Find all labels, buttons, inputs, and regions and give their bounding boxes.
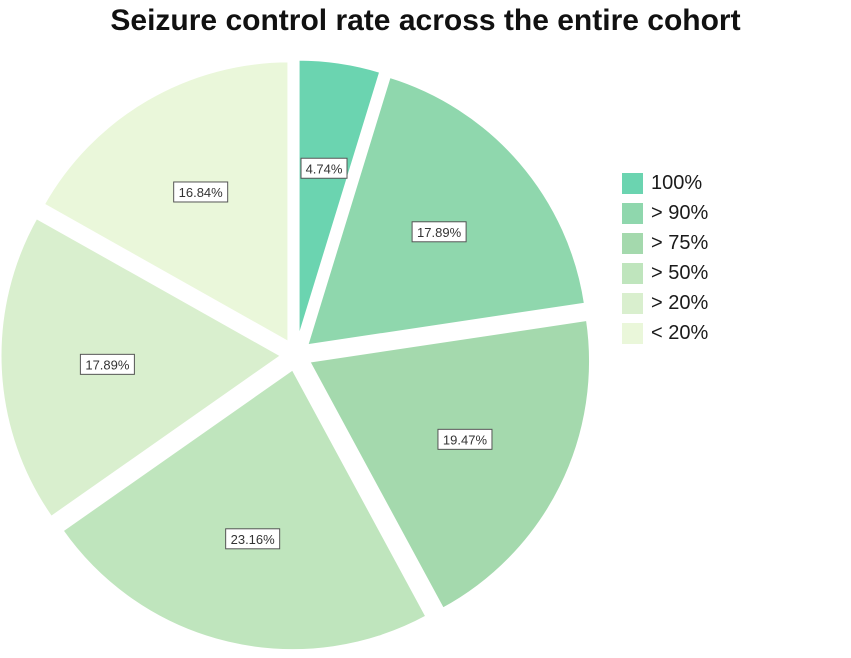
legend-label: > 90% (651, 201, 709, 224)
legend-item: > 20% (622, 288, 708, 318)
slice-label-box (173, 181, 229, 203)
slice-label-box (300, 157, 348, 179)
slice-label-text: 23.16% (231, 532, 276, 547)
legend-item: > 90% (622, 198, 708, 228)
slice-label-text: 17.89% (417, 225, 462, 240)
legend-item: 100% (622, 168, 708, 198)
pie-slice-5 (0, 215, 285, 520)
pie-slice-6 (41, 59, 291, 346)
slice-label-text: 16.84% (179, 185, 224, 200)
slice-label-text: 4.74% (306, 161, 343, 176)
legend-label: > 75% (651, 231, 709, 254)
slice-label-text: 17.89% (85, 357, 130, 372)
slice-label-box (225, 528, 281, 550)
legend-label: > 50% (651, 261, 709, 284)
slice-label-box (411, 221, 467, 243)
slice-data-label: 4.74% (300, 157, 348, 179)
legend-swatch (622, 322, 643, 344)
legend-swatch (622, 292, 643, 314)
legend-swatch (622, 262, 643, 284)
slice-data-label: 17.89% (411, 221, 467, 243)
legend: 100% > 90% > 75% > 50% > 20% < 20% (622, 168, 708, 348)
legend-swatch (622, 232, 643, 254)
legend-label: 100% (651, 171, 703, 194)
legend-label: > 20% (651, 291, 709, 314)
slice-data-label: 16.84% (173, 181, 229, 203)
chart-title: Seizure control rate across the entire c… (110, 4, 741, 37)
pie-slice-2 (304, 74, 588, 348)
slice-data-label: 19.47% (437, 428, 493, 450)
pie-slice-4 (59, 366, 430, 653)
legend-label: < 20% (651, 321, 709, 344)
slice-label-box (437, 428, 493, 450)
legend-item: < 20% (622, 318, 708, 348)
slice-label-text: 19.47% (443, 432, 488, 447)
slice-data-label: 17.89% (79, 353, 135, 375)
legend-swatch (622, 202, 643, 224)
legend-item: > 75% (622, 228, 708, 258)
slice-data-label: 23.16% (225, 528, 281, 550)
legend-item: > 50% (622, 258, 708, 288)
pie-slice-1 (296, 57, 383, 342)
slice-label-box (79, 353, 135, 375)
pie-slice-3 (306, 317, 593, 612)
legend-swatch (622, 172, 643, 194)
